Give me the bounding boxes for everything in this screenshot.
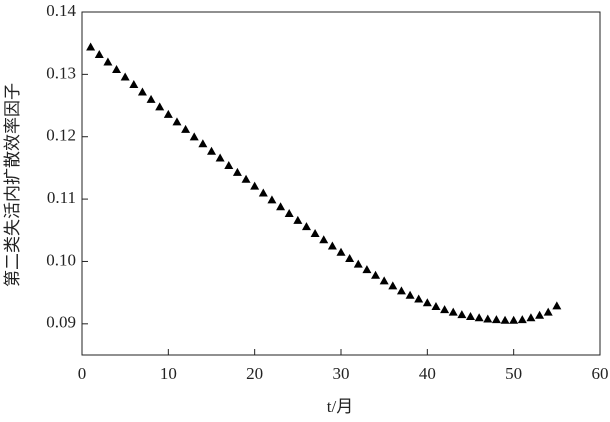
marker [319, 235, 329, 244]
marker [405, 290, 415, 299]
marker [224, 161, 234, 170]
marker [396, 286, 406, 295]
marker [112, 64, 122, 73]
marker [483, 314, 493, 323]
x-axis-label: t/月 [327, 397, 353, 416]
x-tick-label: 30 [333, 364, 350, 383]
marker [86, 42, 96, 51]
marker [327, 241, 337, 250]
marker [466, 311, 475, 320]
marker [146, 94, 156, 103]
marker [215, 153, 225, 162]
x-tick-label: 40 [419, 364, 436, 383]
marker [509, 315, 519, 324]
marker [284, 209, 294, 218]
marker [137, 87, 147, 96]
marker [491, 315, 501, 324]
marker [232, 167, 242, 176]
y-tick-label: 0.12 [46, 126, 76, 145]
marker [422, 298, 432, 307]
marker [276, 202, 286, 211]
marker [250, 181, 260, 190]
x-tick-label: 20 [246, 364, 263, 383]
marker [207, 146, 216, 155]
marker [431, 301, 441, 310]
y-tick-label: 0.14 [46, 1, 76, 20]
marker [155, 102, 165, 111]
marker [163, 109, 173, 118]
marker [440, 305, 450, 314]
x-tick-label: 10 [160, 364, 177, 383]
plot-frame [81, 11, 601, 356]
marker [241, 174, 251, 183]
marker [198, 139, 208, 148]
marker [474, 313, 484, 322]
marker [552, 301, 562, 310]
y-tick-label: 0.10 [46, 250, 76, 269]
marker [94, 50, 104, 59]
marker [457, 310, 467, 319]
marker [543, 307, 553, 316]
marker [301, 222, 311, 231]
y-tick-label: 0.09 [46, 313, 76, 332]
marker [103, 57, 113, 66]
marker [517, 315, 527, 324]
marker [353, 259, 363, 268]
marker [120, 72, 130, 81]
marker [526, 313, 536, 322]
marker [172, 117, 182, 126]
marker [258, 188, 268, 197]
marker [500, 315, 510, 324]
y-tick-label: 0.13 [46, 63, 76, 82]
marker [129, 79, 139, 88]
marker [414, 294, 424, 303]
marker [310, 229, 320, 238]
marker [336, 247, 346, 256]
marker [293, 215, 303, 224]
marker [448, 307, 458, 316]
marker [189, 132, 199, 141]
marker [388, 281, 398, 290]
marker [267, 195, 277, 204]
marker [371, 270, 381, 279]
x-tick-label: 50 [505, 364, 522, 383]
x-tick-label: 0 [78, 364, 87, 383]
marker [345, 253, 355, 262]
y-axis-label: 第二类失活内扩散效率因子 [3, 83, 22, 287]
marker [379, 276, 389, 285]
marker [535, 310, 545, 319]
marker [362, 265, 372, 274]
marker [181, 124, 191, 133]
x-tick-label: 60 [592, 364, 609, 383]
y-tick-label: 0.11 [47, 188, 76, 207]
